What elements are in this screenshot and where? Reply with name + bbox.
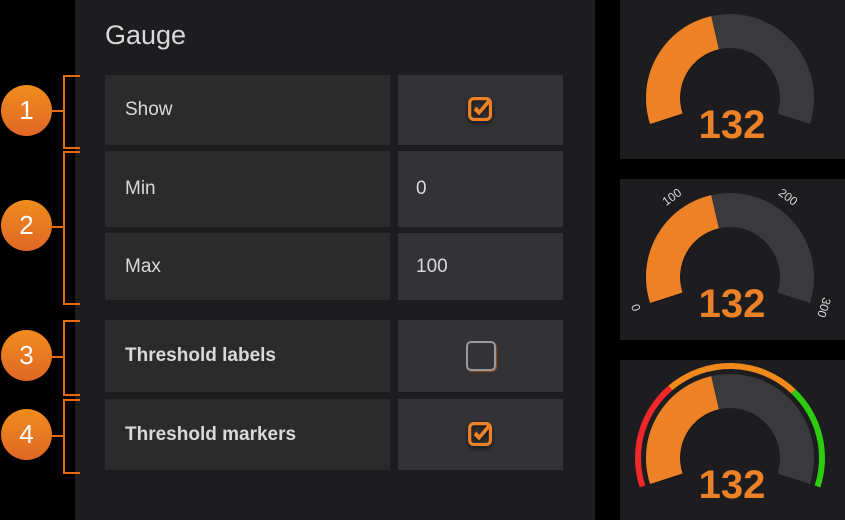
svg-text:132: 132 [699, 463, 766, 507]
svg-text:132: 132 [699, 103, 766, 147]
svg-text:132: 132 [699, 282, 766, 326]
svg-text:200: 200 [776, 185, 801, 208]
svg-text:300: 300 [814, 296, 834, 320]
svg-text:100: 100 [660, 185, 685, 208]
svg-text:0: 0 [628, 302, 643, 313]
